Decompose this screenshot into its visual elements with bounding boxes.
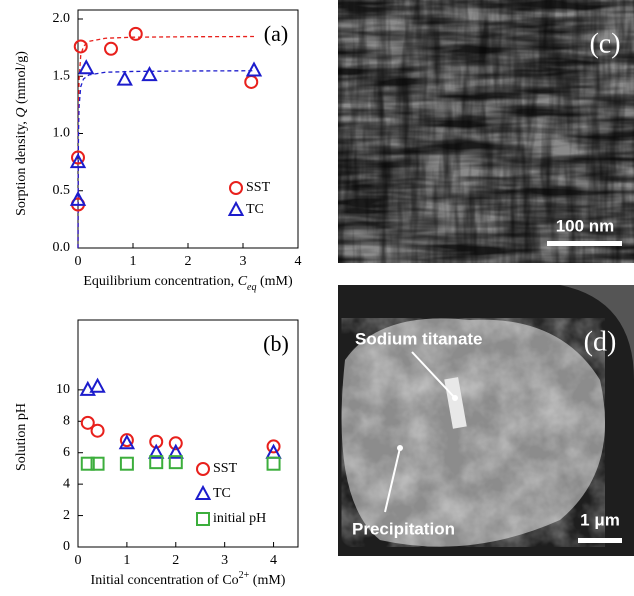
sem-image-d: (d) Sodium titanate Precipitation 1 μm <box>338 285 634 556</box>
figure: (c) 100 nm (d) Sodium titanate Precipita… <box>0 0 634 596</box>
y-tick-label: 0.5 <box>53 183 71 198</box>
axis-label-part: (mM) <box>249 573 286 588</box>
y-tick-label: 0.0 <box>53 240 71 255</box>
marker <box>245 76 257 88</box>
marker <box>91 380 104 392</box>
sem-image-c: (c) 100 nm <box>338 0 634 263</box>
y-tick-label: 6 <box>63 445 70 460</box>
x-tick-label: 0 <box>75 254 82 269</box>
legend-marker <box>230 203 243 215</box>
y-tick-label: 2.0 <box>53 11 71 26</box>
marker <box>92 425 104 437</box>
legend-label: TC <box>213 486 231 501</box>
image-label: (c) <box>589 28 620 59</box>
image-label: (d) <box>584 326 617 357</box>
legend-marker <box>197 463 209 475</box>
axis-label: Initial concentration of Co2+ (mM) <box>91 570 286 588</box>
legend-label: TC <box>246 202 264 217</box>
scale-bar <box>578 538 622 543</box>
x-tick-label: 3 <box>240 254 247 269</box>
x-tick-label: 0 <box>75 553 82 568</box>
axis-label-part: Q <box>14 108 29 118</box>
axis-label: Equilibrium concentration, Ceq (mM) <box>83 274 293 293</box>
axis-label: Solution pH <box>14 403 29 471</box>
y-tick-label: 8 <box>63 414 70 429</box>
axis-label-part: (mmol/g) <box>14 51 29 108</box>
marker <box>80 61 93 73</box>
fit-line <box>78 37 254 248</box>
x-tick-label: 4 <box>270 553 277 568</box>
y-tick-label: 10 <box>56 382 70 397</box>
annotation: Precipitation <box>352 519 455 538</box>
scale-bar-label: 1 μm <box>580 510 620 529</box>
marker <box>75 40 87 52</box>
panel-label: (a) <box>264 21 288 46</box>
panel-label: (b) <box>263 331 289 356</box>
marker <box>248 64 261 76</box>
annotation: Sodium titanate <box>355 329 483 348</box>
legend-marker <box>230 182 242 194</box>
marker <box>130 28 142 40</box>
marker <box>121 458 133 470</box>
y-tick-label: 2 <box>63 508 70 523</box>
x-tick-label: 1 <box>130 254 137 269</box>
axis-label-part: 2+ <box>239 570 250 581</box>
y-tick-label: 1.5 <box>53 68 71 83</box>
axis-label-part: (mM) <box>256 274 293 289</box>
axis-label-part: Initial concentration of Co <box>91 573 239 588</box>
axis-label-part: Sorption density, <box>14 118 29 216</box>
fit-line <box>78 71 254 248</box>
marker <box>143 68 156 80</box>
y-tick-label: 4 <box>63 476 70 491</box>
x-tick-label: 2 <box>185 254 192 269</box>
legend-label: SST <box>213 461 238 476</box>
x-tick-label: 1 <box>123 553 130 568</box>
legend-marker <box>197 513 209 525</box>
x-tick-label: 2 <box>172 553 179 568</box>
y-tick-label: 0 <box>63 539 70 554</box>
scale-bar <box>547 241 622 246</box>
x-tick-label: 4 <box>295 254 302 269</box>
axis-label-part: eq <box>247 282 256 293</box>
legend-marker <box>197 487 210 499</box>
marker <box>118 73 131 85</box>
axis-label: Sorption density, Q (mmol/g) <box>14 51 29 216</box>
legend-label: SST <box>246 180 271 195</box>
axis-label-part: Equilibrium concentration, <box>83 274 237 289</box>
scale-bar-label: 100 nm <box>556 216 615 235</box>
axis-label-part: Solution pH <box>14 403 29 471</box>
y-tick-label: 1.0 <box>53 126 71 141</box>
marker <box>268 458 280 470</box>
marker <box>105 43 117 55</box>
legend-label: initial pH <box>213 511 266 526</box>
x-tick-label: 3 <box>221 553 228 568</box>
